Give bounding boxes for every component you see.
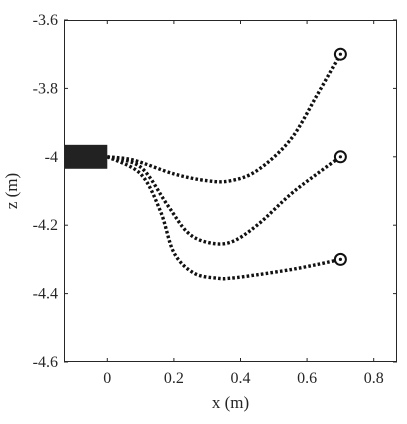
end-marker-2	[333, 150, 347, 164]
y-tick-layer: -3.6 -3.8 -4 -4.2 -4.4 -4.6	[33, 12, 397, 371]
end-marker-dot	[338, 52, 342, 56]
x-tick-layer: 0 0.2 0.4 0.6 0.8	[103, 20, 384, 387]
y-tick-label: -4.6	[33, 354, 58, 371]
end-marker-dot	[338, 155, 342, 159]
end-marker-layer	[333, 47, 347, 266]
x-axis-label: x (m)	[212, 393, 249, 412]
y-tick-label: -4.2	[33, 217, 58, 234]
plot-area	[64, 20, 397, 362]
base-block-layer	[64, 144, 108, 169]
x-tick-label: 0.6	[297, 370, 317, 387]
base-block	[64, 144, 108, 169]
end-marker-1	[333, 47, 347, 61]
y-axis-label: z (m)	[2, 173, 21, 209]
end-marker-3	[333, 252, 347, 266]
trajectory-line-1	[107, 53, 342, 184]
series-layer	[106, 53, 342, 281]
x-tick-label: 0	[103, 370, 111, 387]
x-tick-label: 0.2	[164, 370, 184, 387]
x-tick-label: 0.4	[230, 370, 250, 387]
axes-box	[64, 20, 397, 362]
x-tick-label: 0.8	[364, 370, 384, 387]
y-tick-label: -3.8	[33, 80, 58, 97]
y-tick-label: -4	[45, 149, 58, 166]
y-tick-label: -4.4	[33, 286, 58, 303]
trajectory-line-3	[106, 155, 341, 281]
trajectory-line-2	[106, 155, 342, 246]
y-tick-label: -3.6	[33, 12, 58, 29]
end-marker-dot	[338, 257, 342, 261]
